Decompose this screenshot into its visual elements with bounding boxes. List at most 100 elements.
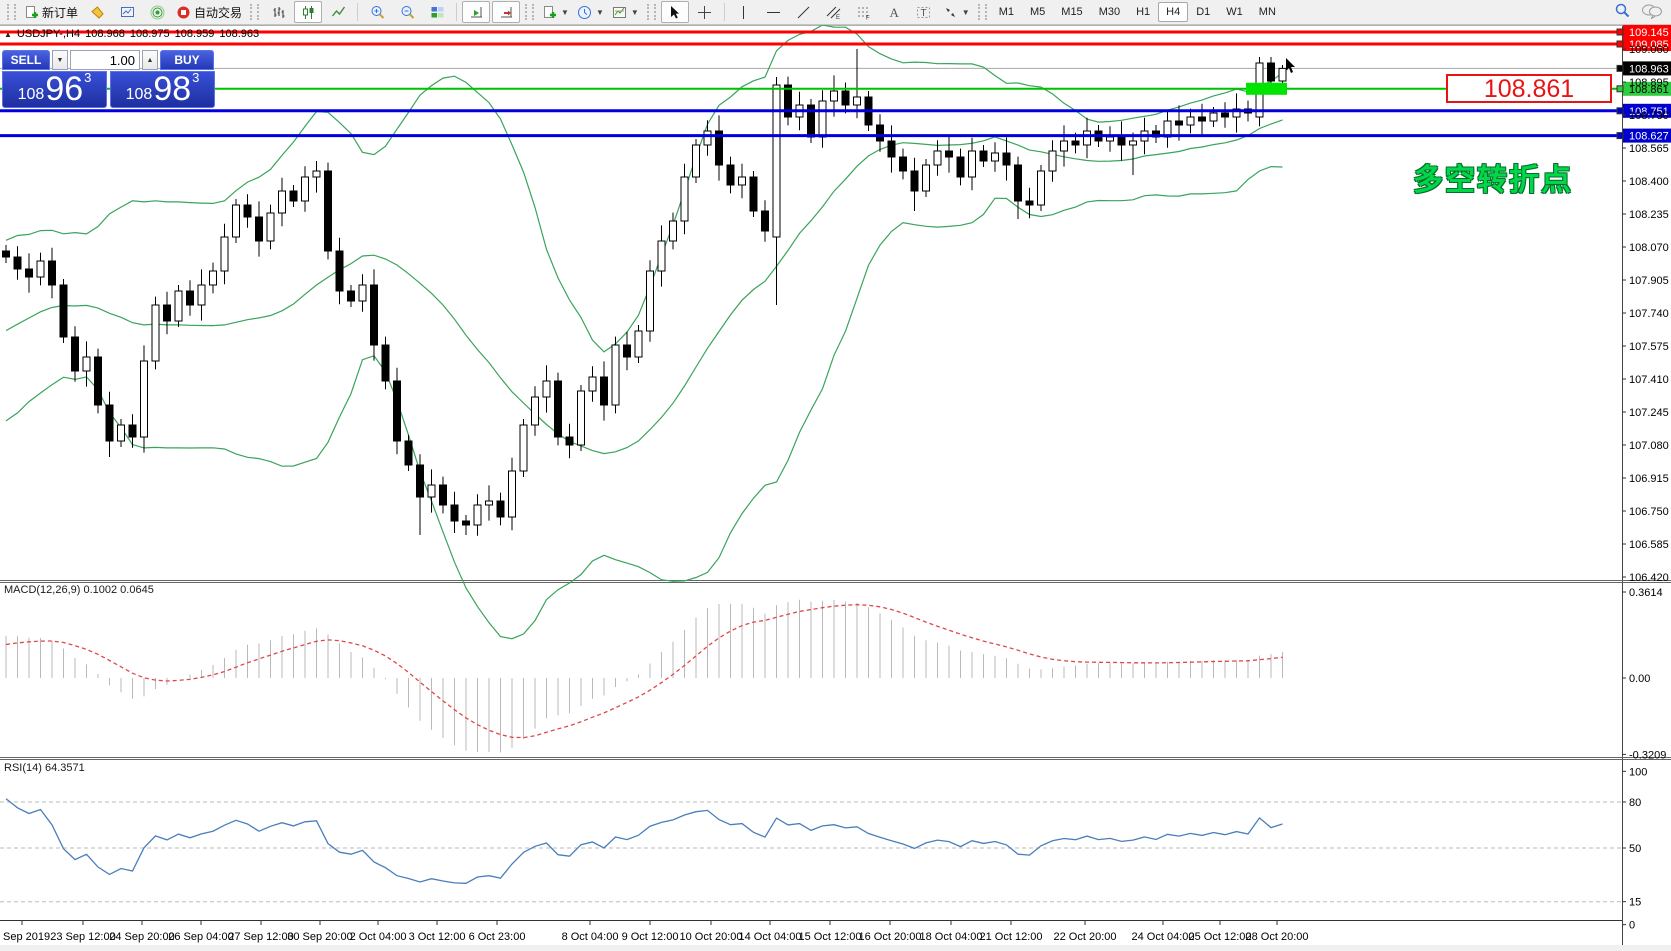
zoom-out-button[interactable] xyxy=(393,1,421,23)
symbol-name: USDJPY-,H4 xyxy=(16,28,81,40)
svg-text:18 Oct 04:00: 18 Oct 04:00 xyxy=(920,931,983,943)
auto-scroll-button[interactable] xyxy=(462,1,491,23)
text-button[interactable]: A xyxy=(880,1,908,23)
svg-text:108.895: 108.895 xyxy=(1629,77,1669,89)
svg-text:14 Oct 04:00: 14 Oct 04:00 xyxy=(739,931,802,943)
svg-text:28 Oct 20:00: 28 Oct 20:00 xyxy=(1246,931,1309,943)
timeframe-h1[interactable]: H1 xyxy=(1136,6,1151,18)
buy-price-big: 98 xyxy=(153,70,192,108)
svg-text:107.905: 107.905 xyxy=(1629,275,1669,287)
metaeditor-button[interactable] xyxy=(83,1,111,23)
zoom-in-button[interactable] xyxy=(363,1,391,23)
svg-text:-0.3209: -0.3209 xyxy=(1629,749,1666,761)
fibonacci-button[interactable]: F xyxy=(850,1,878,23)
svg-text:24 Oct 04:00: 24 Oct 04:00 xyxy=(1132,931,1195,943)
bar-chart-button[interactable] xyxy=(264,1,292,23)
svg-text:107.245: 107.245 xyxy=(1629,407,1669,419)
macd-indicator xyxy=(5,599,1283,753)
svg-text:15: 15 xyxy=(1629,897,1641,909)
toolbar-drag-handle[interactable] xyxy=(7,4,16,20)
new-order-icon xyxy=(26,5,38,18)
crosshair-button[interactable] xyxy=(691,1,719,23)
timeframe-h4[interactable]: H4 xyxy=(1158,2,1189,22)
svg-text:T: T xyxy=(921,8,927,19)
panel-collapse-icon[interactable]: ▲ xyxy=(4,29,12,39)
chart-shift-button[interactable] xyxy=(492,1,521,23)
svg-text:6 Oct 23:00: 6 Oct 23:00 xyxy=(469,931,526,943)
chat-icon[interactable] xyxy=(1641,3,1663,19)
auto-scroll-icon xyxy=(470,6,482,17)
timeframe-w1[interactable]: W1 xyxy=(1226,6,1243,18)
buy-button[interactable]: BUY xyxy=(160,50,214,70)
volume-increase-button[interactable]: ▲ xyxy=(142,50,158,70)
timeframe-d1[interactable]: D1 xyxy=(1196,6,1211,18)
line-highlight-marker[interactable] xyxy=(1246,82,1287,95)
cursor-button[interactable] xyxy=(660,1,689,23)
svg-text:3 Oct 12:00: 3 Oct 12:00 xyxy=(409,931,466,943)
timeframe-mn[interactable]: MN xyxy=(1258,6,1276,18)
svg-text:8 Oct 04:00: 8 Oct 04:00 xyxy=(562,931,619,943)
timeframe-m1[interactable]: M1 xyxy=(998,6,1014,18)
volume-input[interactable] xyxy=(70,50,140,70)
sell-button[interactable]: SELL xyxy=(2,50,50,70)
svg-text:107.740: 107.740 xyxy=(1629,308,1669,320)
svg-text:100: 100 xyxy=(1629,766,1647,778)
buy-price-display[interactable]: 108 98 3 xyxy=(110,70,215,108)
arrows-button[interactable]: ▼ xyxy=(940,1,973,23)
search-icon[interactable] xyxy=(1614,2,1631,19)
svg-text:E: E xyxy=(836,15,840,20)
line-chart-button[interactable] xyxy=(324,1,352,23)
svg-text:106.420: 106.420 xyxy=(1629,572,1669,584)
timeframe-m30[interactable]: M30 xyxy=(1098,6,1121,18)
sell-price-base: 108 xyxy=(17,86,45,103)
svg-text:107.080: 107.080 xyxy=(1629,440,1669,452)
autotrading-button[interactable]: 自动交易 xyxy=(173,1,245,23)
toolbar-drag-handle[interactable] xyxy=(525,4,535,20)
templates-dropdown-arrow: ▼ xyxy=(630,7,639,17)
toolbar-drag-handle[interactable] xyxy=(250,4,260,20)
svg-text:F: F xyxy=(866,15,870,20)
svg-text:26 Sep 04:00: 26 Sep 04:00 xyxy=(168,931,233,943)
tile-windows-button[interactable] xyxy=(423,1,451,23)
trendline-icon xyxy=(797,6,810,18)
periods-dropdown-arrow: ▼ xyxy=(595,7,604,17)
chart-shift-icon xyxy=(500,6,512,17)
templates-button[interactable]: ▼ xyxy=(609,1,642,23)
text-label-icon: T xyxy=(917,6,931,19)
signals-icon xyxy=(150,5,165,19)
svg-text:80: 80 xyxy=(1629,797,1641,809)
volume-decrease-button[interactable]: ▼ xyxy=(52,50,68,70)
autotrading-label: 自动交易 xyxy=(194,5,243,20)
svg-text:0 Sep 2019: 0 Sep 2019 xyxy=(0,931,50,943)
symbol-info-bar: ▲ USDJPY-,H4 108.968 108.975 108.959 108… xyxy=(4,28,259,40)
equidistant-channel-icon: E xyxy=(826,6,841,20)
horizontal-line-button[interactable] xyxy=(760,1,788,23)
vertical-line-button[interactable] xyxy=(730,1,758,23)
zoom-in-icon xyxy=(371,5,384,19)
trendline-button[interactable] xyxy=(790,1,818,23)
svg-text:108.565: 108.565 xyxy=(1629,143,1669,155)
timeframe-m15[interactable]: M15 xyxy=(1061,6,1083,18)
price-callout-box[interactable]: 108.861 xyxy=(1446,74,1612,103)
timeframe-m5[interactable]: M5 xyxy=(1030,6,1046,18)
rsi-label: RSI(14) 64.3571 xyxy=(4,762,85,774)
terminal-button[interactable] xyxy=(113,1,141,23)
toolbar-drag-handle[interactable] xyxy=(646,4,656,20)
text-label-button[interactable]: T xyxy=(910,1,938,23)
line-chart-icon xyxy=(331,6,345,16)
candlestick-chart-button[interactable] xyxy=(294,1,323,23)
svg-text:108.235: 108.235 xyxy=(1629,209,1669,221)
svg-text:106.750: 106.750 xyxy=(1629,506,1669,518)
indicators-button[interactable]: ▼ xyxy=(539,1,572,23)
periods-button[interactable]: ▼ xyxy=(574,1,607,23)
autotrading-icon xyxy=(177,6,190,18)
signals-button[interactable] xyxy=(143,1,171,23)
toolbar-drag-handle[interactable] xyxy=(977,4,987,20)
annotation-text[interactable]: 多空转折点 xyxy=(1413,164,1573,197)
new-order-button[interactable]: 新订单 xyxy=(21,1,81,23)
sell-price-big: 96 xyxy=(45,70,84,108)
sell-price-display[interactable]: 108 96 3 xyxy=(2,70,107,108)
equidistant-channel-button[interactable]: E xyxy=(820,1,848,23)
